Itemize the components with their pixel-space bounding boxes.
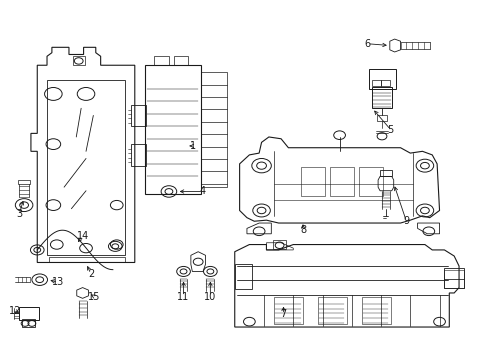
Bar [234, 264, 251, 289]
Text: 9: 9 [403, 216, 408, 226]
Bar [73, 56, 85, 65]
Bar [131, 144, 145, 166]
Bar [18, 180, 30, 184]
Bar [368, 69, 395, 89]
Bar [272, 240, 286, 249]
Text: 8: 8 [299, 225, 305, 235]
Bar [361, 297, 390, 324]
Text: 1: 1 [190, 141, 196, 151]
Bar [444, 279, 463, 288]
Bar [376, 115, 386, 121]
Text: 11: 11 [177, 292, 189, 302]
Bar [371, 87, 391, 108]
Bar [154, 56, 168, 65]
Text: 3: 3 [16, 209, 22, 219]
Text: 12: 12 [9, 306, 21, 316]
Bar [144, 65, 200, 194]
Bar [371, 80, 380, 86]
Text: 14: 14 [76, 231, 88, 240]
Bar [21, 319, 35, 327]
Text: 13: 13 [52, 277, 64, 287]
Bar [380, 80, 389, 86]
Bar [131, 105, 145, 126]
Text: 4: 4 [200, 186, 206, 197]
Text: 7: 7 [280, 310, 286, 319]
Text: 10: 10 [204, 292, 216, 302]
Text: 15: 15 [88, 292, 101, 302]
Bar [444, 268, 463, 288]
Text: 6: 6 [364, 39, 370, 49]
Bar [317, 297, 346, 324]
Text: 2: 2 [88, 269, 94, 279]
Text: 5: 5 [387, 125, 393, 135]
Bar [200, 72, 227, 187]
Bar [379, 170, 391, 176]
Bar [273, 297, 303, 324]
Bar [19, 307, 39, 320]
Bar [173, 56, 188, 65]
Bar [444, 270, 463, 279]
